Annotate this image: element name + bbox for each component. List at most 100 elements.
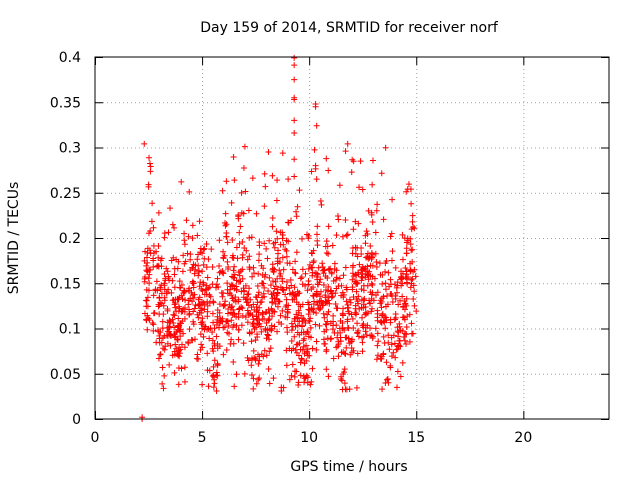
- data-point: [160, 385, 167, 392]
- data-point: [230, 321, 237, 328]
- data-point: [300, 343, 307, 350]
- data-point: [151, 250, 158, 257]
- data-point: [399, 293, 406, 300]
- data-point: [254, 316, 261, 323]
- data-point: [325, 250, 332, 257]
- data-point: [379, 386, 386, 393]
- data-point: [181, 288, 188, 295]
- y-axis-label: SRMTID / TECUs: [6, 182, 22, 295]
- data-point-outlier: [278, 384, 285, 391]
- data-point: [309, 264, 316, 271]
- data-point: [267, 282, 274, 289]
- data-point: [387, 362, 394, 369]
- data-point: [288, 327, 295, 334]
- data-point: [238, 209, 245, 216]
- data-point: [189, 222, 196, 229]
- data-point: [372, 325, 379, 332]
- data-point: [309, 272, 316, 279]
- data-point: [314, 271, 321, 278]
- data-point: [210, 384, 217, 391]
- data-point: [399, 328, 406, 335]
- data-point: [244, 256, 251, 263]
- data-point: [196, 283, 203, 290]
- data-point: [243, 247, 250, 254]
- data-point: [407, 268, 414, 275]
- data-point: [176, 322, 183, 329]
- data-point: [337, 317, 344, 324]
- data-point: [411, 302, 418, 309]
- data-point: [233, 371, 240, 378]
- data-point: [301, 350, 308, 357]
- data-point: [244, 319, 251, 326]
- data-point: [342, 216, 349, 223]
- data-point: [354, 298, 361, 305]
- data-point: [155, 209, 162, 216]
- data-point: [186, 310, 193, 317]
- data-point: [369, 181, 376, 188]
- data-point: [224, 258, 231, 265]
- data-point: [332, 301, 339, 308]
- data-point: [310, 298, 317, 305]
- data-point: [200, 261, 207, 268]
- data-point: [314, 223, 321, 230]
- data-point: [312, 321, 319, 328]
- data-point: [362, 240, 369, 247]
- data-point: [325, 223, 332, 230]
- data-point: [404, 235, 411, 242]
- data-point: [295, 381, 302, 388]
- data-point: [360, 333, 367, 340]
- data-point: [325, 308, 332, 315]
- data-point: [181, 315, 188, 322]
- data-point: [293, 213, 300, 220]
- data-point: [283, 237, 290, 244]
- data-point: [398, 275, 405, 282]
- data-point: [161, 234, 168, 241]
- data-point: [403, 324, 410, 331]
- data-point: [363, 332, 370, 339]
- data-point: [288, 320, 295, 327]
- data-point: [397, 373, 404, 380]
- data-point: [220, 254, 227, 261]
- data-point: [244, 307, 251, 314]
- data-point: [213, 387, 220, 394]
- data-point: [250, 320, 257, 327]
- data-point: [346, 310, 353, 317]
- data-point: [206, 299, 213, 306]
- data-point: [392, 354, 399, 361]
- data-point: [283, 247, 290, 254]
- data-point: [364, 250, 371, 257]
- data-point: [224, 280, 231, 287]
- data-point: [399, 314, 406, 321]
- data-point: [282, 303, 289, 310]
- data-point: [296, 187, 303, 194]
- data-point: [374, 317, 381, 324]
- data-point: [161, 372, 168, 379]
- data-point: [250, 323, 257, 330]
- data-point: [341, 350, 348, 357]
- data-point: [198, 341, 205, 348]
- data-point: [271, 266, 278, 273]
- data-point: [343, 232, 350, 239]
- data-point: [364, 263, 371, 270]
- data-point: [397, 297, 404, 304]
- data-point: [168, 289, 175, 296]
- data-point: [156, 301, 163, 308]
- data-point: [157, 351, 164, 358]
- data-point: [366, 300, 373, 307]
- data-point: [321, 314, 328, 321]
- data-point: [301, 375, 308, 382]
- data-point: [229, 282, 236, 289]
- data-point: [374, 342, 381, 349]
- data-point: [297, 372, 304, 379]
- data-point-outlier: [199, 381, 206, 388]
- data-point: [150, 321, 157, 328]
- data-point: [316, 293, 323, 300]
- data-point: [230, 274, 237, 281]
- data-point: [315, 281, 322, 288]
- data-point: [298, 274, 305, 281]
- x-axis-label: GPS time / hours: [290, 459, 407, 475]
- data-point: [161, 280, 168, 287]
- data-point: [388, 334, 395, 341]
- data-point: [377, 297, 384, 304]
- data-point: [198, 309, 205, 316]
